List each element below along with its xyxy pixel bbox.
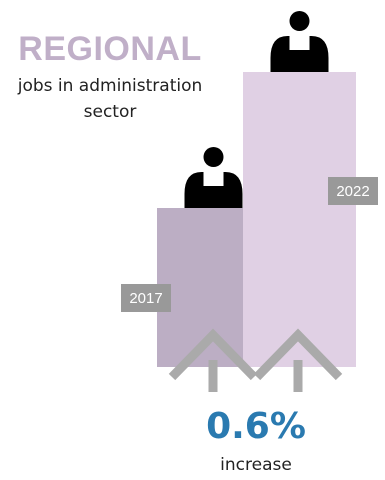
category-label: 2022	[336, 183, 369, 200]
up-arrow-icon	[168, 328, 258, 392]
increase-value: 0.6%	[206, 406, 306, 447]
person-icon	[184, 147, 243, 208]
increase-label: increase	[220, 455, 292, 475]
bar-2022	[243, 72, 356, 367]
category-label-box	[121, 284, 171, 312]
chart-subtitle: jobs in administration sector	[17, 76, 203, 122]
person-icon	[270, 11, 329, 72]
category-label-box	[328, 177, 378, 205]
chart-title: REGIONAL	[18, 30, 202, 68]
category-label: 2017	[129, 290, 162, 307]
up-arrow-icon	[253, 328, 343, 392]
